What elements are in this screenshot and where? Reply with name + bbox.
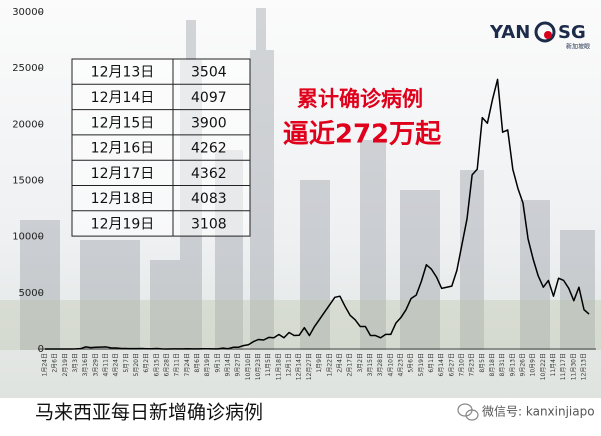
x-tick-label: 6月2日 — [143, 353, 150, 373]
y-tick-label: 20000 — [12, 119, 44, 130]
x-tick-label: 8月19日 — [204, 353, 211, 376]
x-tick-label: 12月13日 — [581, 353, 588, 380]
x-tick-label: 5月7日 — [123, 353, 130, 373]
wechat-icon — [457, 403, 479, 421]
x-tick-label: 10月9日 — [530, 353, 537, 376]
logo-dot — [544, 31, 552, 39]
logo-sub: 新加坡眼 — [566, 43, 590, 51]
x-tick-label: 3月15日 — [367, 353, 374, 376]
annotation: 累计确诊病例 — [297, 87, 423, 111]
table-cell: 4262 — [191, 141, 227, 157]
x-tick-label: 9月13日 — [509, 353, 516, 376]
table-cell: 12月19日 — [91, 216, 155, 232]
x-tick-label: 2月17日 — [347, 353, 354, 376]
x-tick-label: 6月1日 — [428, 353, 435, 373]
table-cell: 3108 — [191, 216, 227, 232]
table-cell: 3504 — [191, 65, 227, 81]
x-tick-label: 8月5日 — [479, 353, 486, 373]
x-tick-label: 9月27日 — [235, 353, 242, 376]
table-cell: 12月15日 — [91, 115, 155, 131]
x-tick-label: 12月14日 — [296, 353, 303, 380]
x-tick-label: 3月3日 — [72, 353, 79, 373]
x-tick-label: 5月20日 — [133, 353, 140, 376]
x-tick-label: 11月18日 — [275, 353, 282, 380]
x-tick-label: 12月27日 — [306, 353, 313, 380]
x-tick-label: 1月24日 — [42, 353, 49, 376]
x-tick-label: 1月22日 — [326, 353, 333, 376]
x-tick-label: 5月6日 — [408, 353, 415, 373]
x-tick-label: 10月10日 — [245, 353, 252, 380]
logo-icon — [534, 21, 556, 43]
x-tick-label: 7月24日 — [184, 353, 191, 376]
data-line — [45, 78, 590, 350]
x-tick-label: 10月22日 — [540, 353, 547, 380]
x-tick-label: 11月5日 — [265, 353, 272, 376]
x-tick-label: 11月30日 — [570, 353, 577, 380]
table-cell: 12月17日 — [91, 166, 155, 182]
logo-left: YAN — [489, 22, 530, 43]
x-tick-label: 6月28日 — [164, 353, 171, 376]
city-skyline — [20, 8, 595, 350]
x-tick-label: 3月16日 — [82, 353, 89, 376]
x-tick-label: 11月17日 — [560, 353, 567, 380]
table-cell: 12月14日 — [91, 90, 155, 106]
x-tick-label: 2月4日 — [336, 353, 343, 373]
x-tick-label: 6月14日 — [438, 353, 445, 376]
x-tick-label: 12月1日 — [286, 353, 293, 376]
y-tick-label: 25000 — [12, 63, 44, 74]
table-cell: 12月13日 — [91, 65, 155, 81]
y-tick-label: 5000 — [19, 288, 44, 299]
x-tick-label: 4月24日 — [113, 353, 120, 376]
x-tick-label: 7月23日 — [469, 353, 476, 376]
table-cell: 3900 — [191, 115, 227, 131]
x-tick-label: 3月28日 — [377, 353, 384, 376]
y-tick-label: 10000 — [12, 232, 44, 243]
x-tick-label: 9月26日 — [519, 353, 526, 376]
x-tick-label: 8月31日 — [499, 353, 506, 376]
ground — [0, 300, 601, 350]
x-tick-label: 7月10日 — [458, 353, 465, 376]
x-tick-label: 2月19日 — [62, 353, 69, 376]
logo: YAN SG 新加坡眼 — [489, 21, 590, 51]
footer-wechat: 微信号: kanxinjiapo — [482, 405, 595, 419]
x-tick-label: 3月2日 — [357, 353, 364, 373]
x-tick-label: 5月19日 — [418, 353, 425, 376]
table-cell: 12月18日 — [91, 191, 155, 207]
x-tick-label: 6月27日 — [448, 353, 455, 376]
y-tick-label: 15000 — [12, 176, 44, 187]
x-tick-label: 1月9日 — [316, 353, 323, 373]
x-tick-label: 7月11日 — [174, 353, 181, 376]
x-tick-label: 8月6日 — [194, 353, 201, 373]
x-tick-label: 4月10日 — [387, 353, 394, 376]
table-cell: 4097 — [191, 90, 227, 106]
x-tick-label: 10月23日 — [255, 353, 262, 380]
x-tick-label: 2月6日 — [52, 353, 59, 373]
x-tick-label: 4月23日 — [397, 353, 404, 376]
x-tick-label: 3月29日 — [92, 353, 99, 376]
x-tick-label: 8月18日 — [489, 353, 496, 376]
annotation: 逼近272万起 — [283, 120, 442, 150]
table-cell: 4083 — [191, 191, 227, 207]
logo-right: SG — [558, 22, 586, 43]
x-tick-label: 4月11日 — [103, 353, 110, 376]
x-tick-label: 9月14日 — [225, 353, 232, 376]
table-cell: 12月16日 — [91, 141, 155, 157]
y-tick-label: 30000 — [12, 7, 44, 18]
footer-band — [0, 398, 601, 436]
table-cell: 4362 — [191, 166, 227, 182]
footer-title: 马来西亚每日新增确诊病例 — [35, 402, 263, 424]
x-tick-label: 6月15日 — [153, 353, 160, 376]
x-tick-label: 9月1日 — [214, 353, 221, 373]
table-frame — [71, 58, 251, 237]
x-tick-label: 11月4日 — [550, 353, 557, 376]
